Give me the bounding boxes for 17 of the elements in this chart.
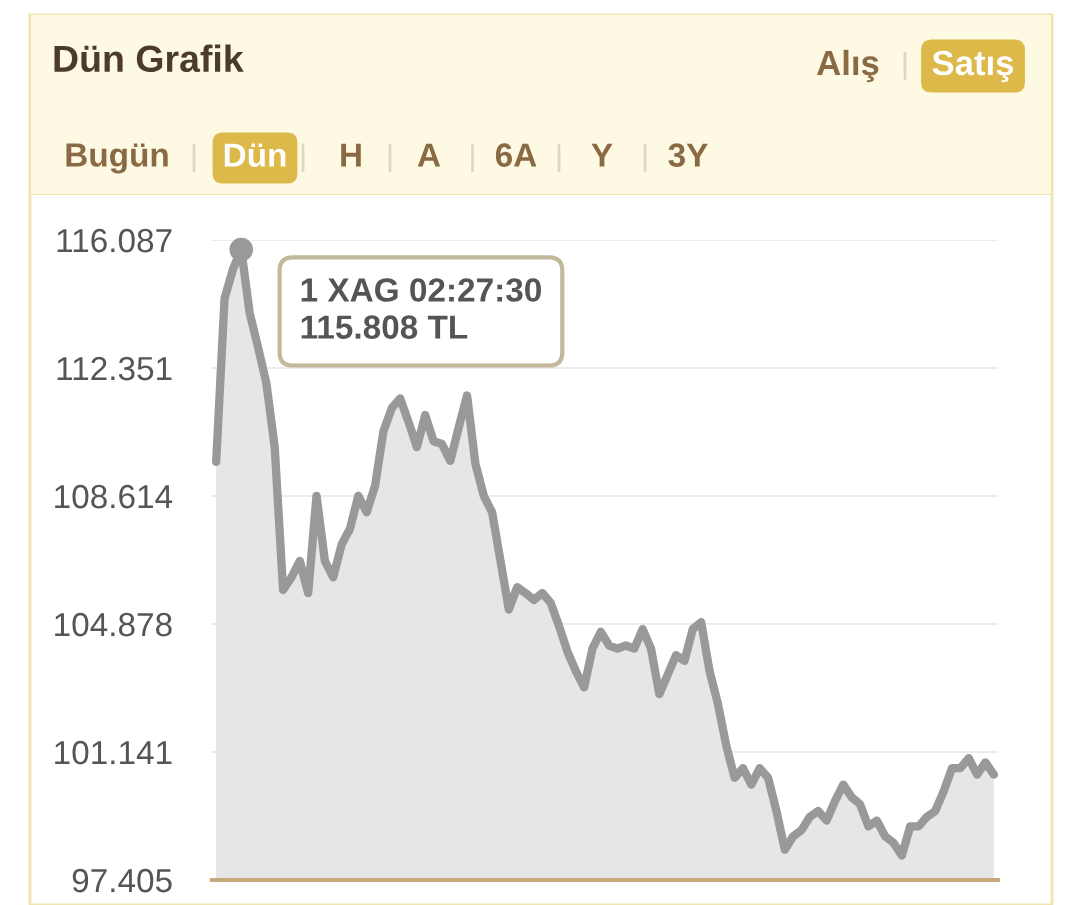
y-tick-label: 104.878 — [55, 612, 172, 637]
y-tick-label: 112.351 — [57, 356, 172, 381]
text: 3Y — [668, 143, 708, 167]
text: A — [417, 143, 441, 167]
text: H — [341, 143, 361, 167]
annotation: 1 XAG 02:27:30 115.808 TL — [301, 278, 541, 339]
y-tick-label: 101.141 — [55, 740, 172, 765]
y-tick-label: 116.087 — [57, 228, 172, 253]
text: Satış — [932, 50, 1014, 83]
y-tick-label: 108.614 — [55, 484, 173, 509]
y-tick-label: 97.405 — [72, 868, 172, 893]
text: Alış — [817, 49, 879, 83]
text: Bugün — [66, 143, 168, 174]
chart-title: Dün Grafik — [54, 44, 244, 73]
text: 6A — [495, 143, 537, 167]
text: Dün — [224, 143, 286, 167]
text: Y — [591, 143, 613, 167]
